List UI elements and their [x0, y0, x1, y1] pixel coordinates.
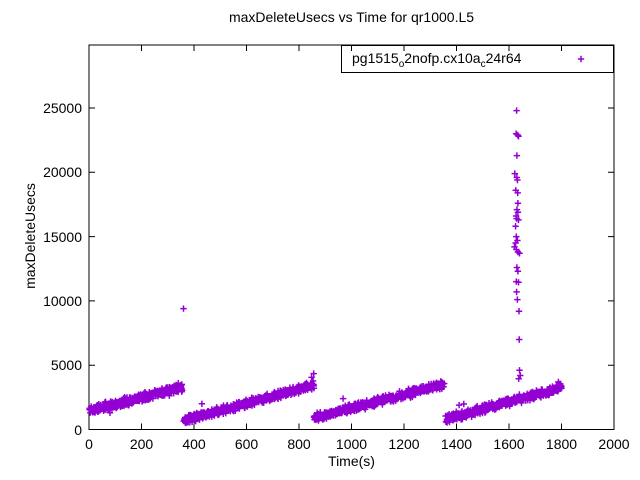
chart-title: maxDeleteUsecs vs Time for qr1000.L5	[228, 9, 475, 25]
x-tick-label: 1600	[493, 436, 525, 452]
x-tick-label: 600	[234, 436, 259, 452]
y-tick-label: 10000	[43, 292, 82, 309]
legend-label-part: 2nofp.cx10a	[404, 50, 481, 66]
legend-label-part: 24r64	[485, 50, 522, 66]
y-tick-label: 20000	[43, 164, 82, 181]
legend-label-subscript: o	[398, 58, 405, 70]
x-tick-label: 1800	[545, 436, 578, 452]
legend-label-part: pg1515	[352, 50, 399, 66]
x-tick-label: 800	[287, 436, 311, 452]
legend: pg1515o2nofp.cx10ac24r64	[341, 45, 614, 73]
x-tick-label: 2000	[598, 436, 630, 452]
legend-plus-marker-icon	[577, 55, 585, 63]
x-tick-label: 0	[85, 436, 93, 452]
x-tick-label: 200	[129, 436, 154, 452]
legend-series-label: pg1515o2nofp.cx10ac24r64	[352, 50, 521, 70]
scatter-points	[86, 107, 565, 427]
y-tick-label: 25000	[43, 100, 82, 116]
y-tick-label: 15000	[43, 228, 82, 245]
x-tick-label: 400	[182, 436, 206, 452]
legend-label-subscript: c	[480, 58, 486, 70]
y-tick-label: 5000	[50, 357, 82, 374]
y-tick-label: 0	[74, 421, 82, 438]
x-tick-label: 1000	[335, 436, 368, 452]
x-axis-label: Time(s)	[328, 453, 375, 469]
x-tick-label: 1400	[440, 436, 473, 452]
x-tick-label: 1200	[388, 436, 420, 452]
